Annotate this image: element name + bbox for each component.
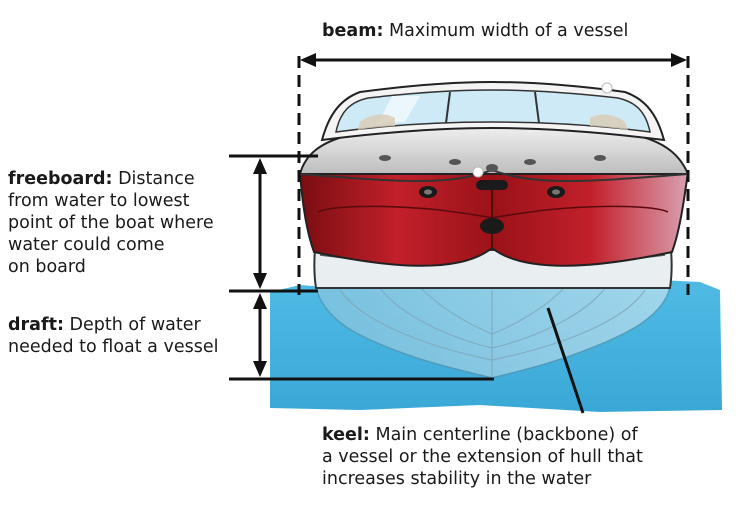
hull-ribs <box>339 286 646 378</box>
keel-label: keel: Main centerline (backbone) of a ve… <box>322 424 722 490</box>
freeboard-dimension <box>229 154 318 293</box>
keel-definition-line: increases stability in the water <box>322 469 592 489</box>
beam-label: beam: Maximum width of a vessel <box>322 20 628 42</box>
freeboard-term: freeboard: <box>8 169 113 189</box>
keel-pointer <box>546 307 585 414</box>
draft-term: draft: <box>8 315 64 335</box>
draft-label: draft: Depth of water needed to float a … <box>8 314 258 358</box>
freeboard-definition-line: water could come <box>8 235 165 255</box>
draft-definition-line: needed to float a vessel <box>8 337 219 357</box>
freeboard-label: freeboard: Distance from water to lowest… <box>8 168 248 278</box>
beam-definition: Maximum width of a vessel <box>389 21 629 41</box>
beam-term: beam: <box>322 21 384 41</box>
keel-definition-line: Main centerline (backbone) of <box>375 425 638 445</box>
freeboard-definition-line: from water to lowest <box>8 191 190 211</box>
freeboard-definition-line: on board <box>8 257 86 277</box>
draft-definition-line: Depth of water <box>69 315 201 335</box>
freeboard-definition-line: Distance <box>118 169 195 189</box>
beam-dimension <box>297 53 690 295</box>
freeboard-definition-line: point of the boat where <box>8 213 214 233</box>
draft-dimension <box>229 293 494 381</box>
keel-term: keel: <box>322 425 370 445</box>
keel-definition-line: a vessel or the extension of hull that <box>322 447 643 467</box>
